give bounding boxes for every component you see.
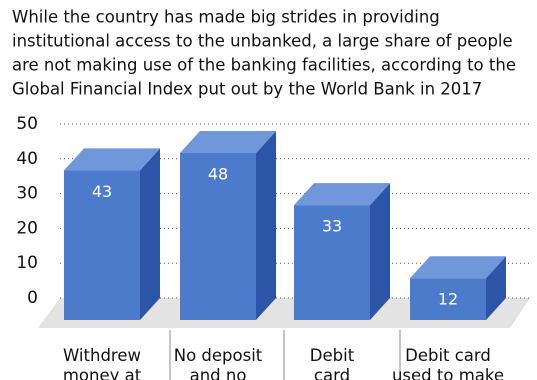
subtitle-line: While the country has made big strides i… [12,8,440,27]
bar-side [370,183,390,320]
bar-top [294,183,390,206]
y-tick-label: 20 [16,218,38,238]
value-label: 12 [438,290,458,309]
y-tick-label: 10 [16,253,38,273]
x-tick-label: Debit card [309,346,355,380]
bar [294,183,390,320]
subtitle-line: institutional access to the unbanked, a … [12,32,513,51]
bar-top [180,130,276,153]
bar-front [410,278,486,320]
floor [38,298,530,328]
bar [180,130,276,320]
subtitle-line: Global Financial Index put out by the Wo… [12,80,482,99]
y-tick-label: 0 [27,288,38,308]
bar-front [180,152,256,320]
value-label: 48 [208,164,228,183]
bar-side [140,148,160,320]
x-tick-label: Debit card used to make [391,346,505,380]
bar [410,256,506,320]
bar-side [486,256,506,320]
bar-side [256,130,276,320]
x-tick-label: No deposit and no [173,346,263,380]
subtitle-line: are not making use of the banking facili… [12,56,516,75]
bar-top [64,148,160,171]
bar-front [294,205,370,320]
value-label: 43 [92,182,112,201]
value-label: 33 [322,217,342,236]
bar-front [64,170,140,320]
y-tick-label: 30 [16,184,38,204]
x-tick-label: Withdrew money at [62,346,142,380]
y-tick-label: 40 [16,149,38,169]
bar-top [410,256,506,279]
bar [64,148,160,320]
y-tick-label: 50 [16,114,38,134]
